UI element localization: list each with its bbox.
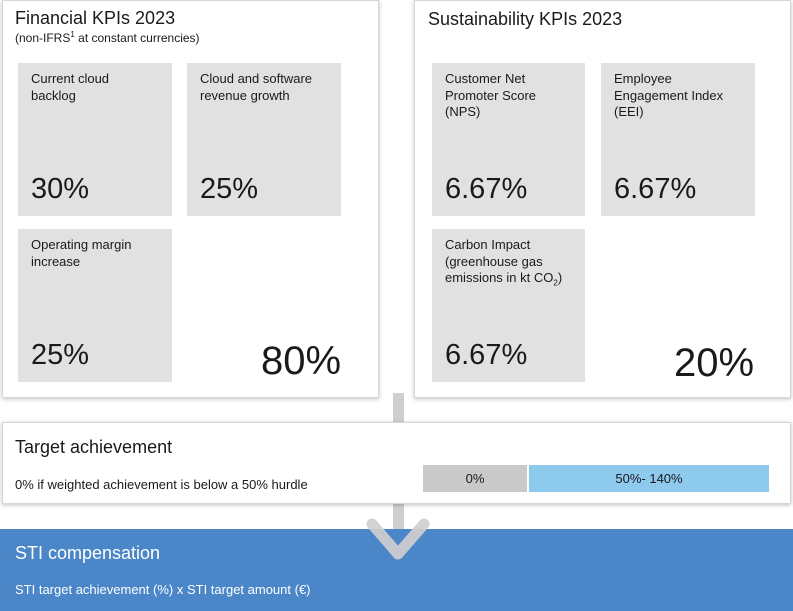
kpi-weight: 30%: [31, 173, 90, 205]
kpi-label: Employee Engagement Index (EEI): [614, 71, 724, 119]
kpi-weight: 25%: [200, 173, 259, 205]
kpi-label: Carbon Impact (greenhouse gas emissions …: [445, 237, 577, 292]
kpi-label-main: Carbon Impact (greenhouse gas emissions …: [445, 237, 554, 285]
subtitle-prefix: (non-IFRS: [15, 31, 71, 45]
achievement-bar-range: 50%- 140%: [529, 465, 769, 492]
kpi-weight: 6.67%: [445, 173, 528, 205]
kpi-label-end: ): [557, 270, 563, 285]
co2-subscript: 2: [553, 278, 558, 288]
target-achievement-title: Target achievement: [15, 437, 173, 457]
kpi-card-cloud-software-revenue-growth: Cloud and software revenue growth 25%: [187, 63, 341, 216]
financial-kpis-title: Financial KPIs 2023: [15, 8, 176, 28]
sti-compensation-title: STI compensation: [15, 543, 161, 563]
kpi-card-employee-engagement-index: Employee Engagement Index (EEI) 6.67%: [601, 63, 755, 216]
kpi-card-current-cloud-backlog: Current cloud backlog 30%: [18, 63, 172, 216]
financial-total-weight: 80%: [261, 339, 342, 383]
kpi-label: Current cloud backlog: [31, 71, 110, 103]
achievement-bar-zero: 0%: [423, 465, 527, 492]
kpi-weight: 25%: [31, 339, 90, 371]
hurdle-text: 0% if weighted achievement is below a 50…: [15, 477, 308, 492]
subtitle-suffix: at constant currencies): [74, 31, 200, 45]
connector-line: [393, 393, 404, 423]
kpi-label: Customer Net Promoter Score (NPS): [445, 71, 537, 119]
sustainability-total-weight: 20%: [674, 341, 755, 385]
sti-formula: STI target achievement (%) x STI target …: [15, 582, 311, 597]
kpi-card-operating-margin-increase: Operating margin increase 25%: [18, 229, 172, 382]
kpi-weight: 6.67%: [614, 173, 697, 205]
kpi-card-carbon-impact: Carbon Impact (greenhouse gas emissions …: [432, 229, 585, 382]
arrow-down-icon: [366, 518, 430, 560]
sti-compensation-band: [0, 529, 793, 611]
sustainability-kpis-title: Sustainability KPIs 2023: [428, 9, 623, 29]
kpi-weight: 6.67%: [445, 339, 528, 371]
kpi-label: Operating margin increase: [31, 237, 132, 269]
footnote-marker: 1: [70, 30, 75, 39]
kpi-label: Cloud and software revenue growth: [200, 71, 313, 103]
kpi-card-customer-nps: Customer Net Promoter Score (NPS) 6.67%: [432, 63, 585, 216]
financial-kpis-subtitle: (non-IFRS1 at constant currencies): [15, 28, 200, 45]
